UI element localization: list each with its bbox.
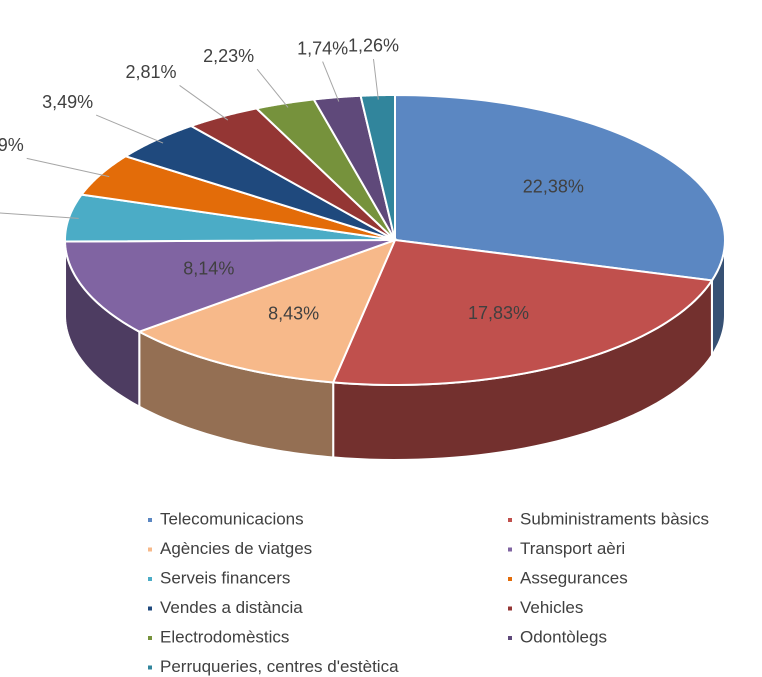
legend-label: Perruqueries, centres d'estètica <box>160 657 399 676</box>
legend-swatch <box>148 547 152 552</box>
legend-label: Vendes a distància <box>160 598 303 617</box>
legend-label: Assegurances <box>520 568 628 587</box>
legend-swatch <box>508 606 512 611</box>
legend-swatch <box>508 636 512 640</box>
legend-swatch <box>508 518 512 522</box>
leader-line <box>26 157 110 178</box>
data-label: 17,83% <box>468 303 529 323</box>
legend-label: Serveis financers <box>160 568 290 587</box>
slice <box>63 239 396 333</box>
legend-swatch <box>508 577 512 581</box>
legend-swatch <box>508 547 512 552</box>
leader-line <box>95 114 164 144</box>
leader-line <box>322 61 340 102</box>
leader-line <box>372 58 379 100</box>
data-label: 3,59% <box>0 135 24 155</box>
legend-swatch <box>148 665 152 670</box>
data-label: 1,74% <box>297 38 348 58</box>
slice <box>394 93 726 282</box>
data-label: 2,81% <box>126 62 177 82</box>
legend-swatch <box>148 577 152 581</box>
data-label: 8,14% <box>183 258 234 278</box>
leader-line <box>256 68 289 108</box>
legend-label: Transport aèri <box>520 539 625 558</box>
data-label: 22,38% <box>523 177 584 197</box>
legend-label: Vehicles <box>520 598 583 617</box>
leader-line <box>0 212 79 219</box>
legend-label: Telecomunicacions <box>160 509 304 528</box>
legend-label: Agències de viatges <box>160 539 312 558</box>
legend-label: Odontòlegs <box>520 627 607 646</box>
slice <box>331 238 714 386</box>
legend-swatch <box>148 518 152 522</box>
data-label: 3,49% <box>42 92 93 112</box>
legend-swatch <box>148 636 152 640</box>
legend-label: Electrodomèstics <box>160 627 289 646</box>
data-label: 1,26% <box>348 36 399 56</box>
data-label: 2,23% <box>203 46 254 66</box>
leader-line <box>179 85 229 121</box>
data-label: 8,43% <box>268 303 319 323</box>
legend-label: Subministraments bàsics <box>520 509 709 528</box>
legend-swatch <box>148 606 152 611</box>
slice <box>136 238 397 384</box>
